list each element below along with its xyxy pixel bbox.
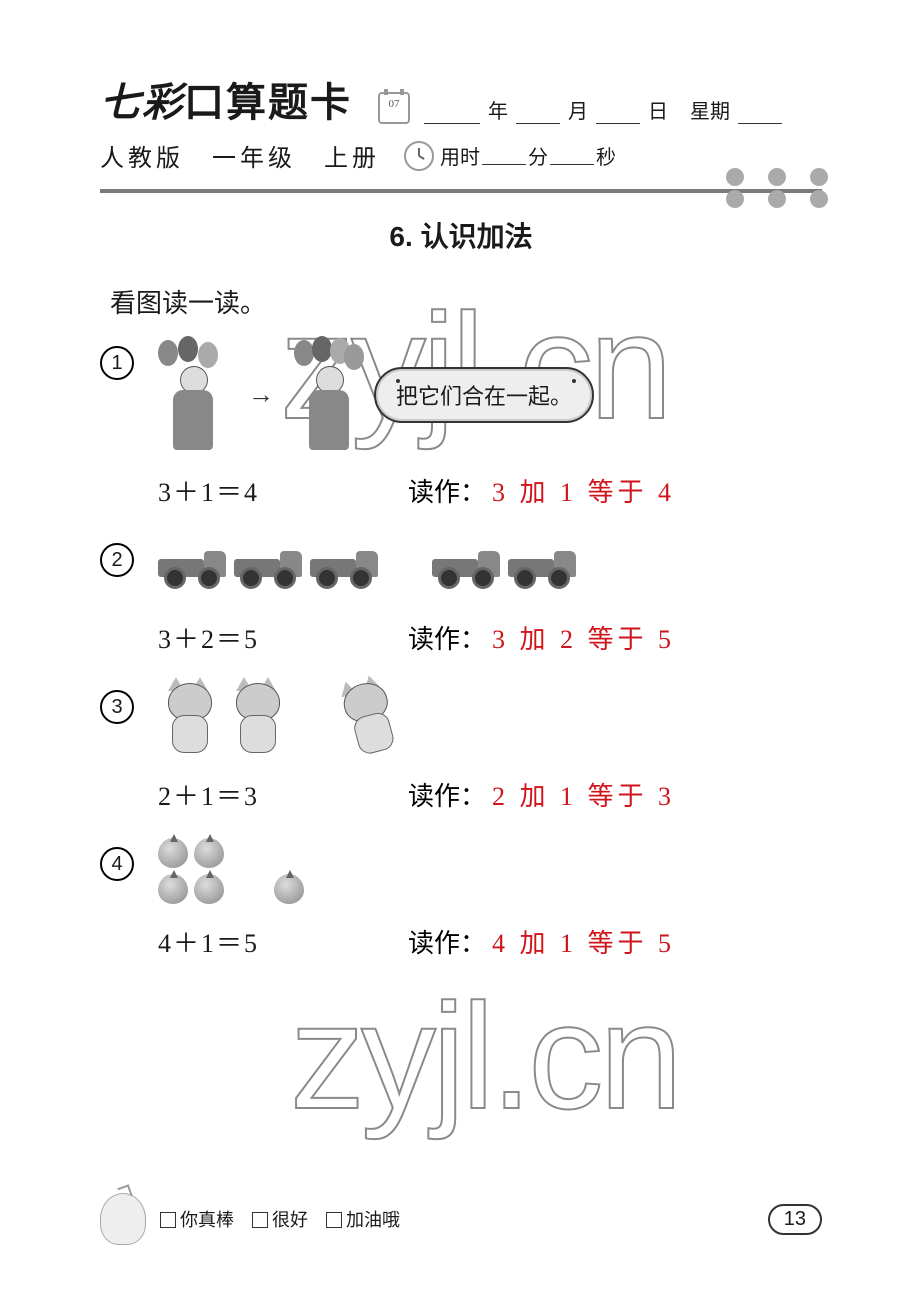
blank-seconds[interactable] bbox=[550, 146, 594, 165]
equation-1: 3＋1＝4 bbox=[158, 472, 408, 509]
peach-icon bbox=[274, 874, 304, 904]
label-time-prefix: 用时 bbox=[440, 141, 480, 170]
truck-icon bbox=[310, 545, 382, 589]
problem-3-image bbox=[158, 674, 822, 764]
blank-minutes[interactable] bbox=[482, 146, 526, 165]
check-option-2[interactable]: 很好 bbox=[252, 1206, 308, 1232]
instruction-text: 看图读一读。 bbox=[110, 283, 822, 320]
answer-3: 2 加 1 等于 3 bbox=[492, 776, 675, 813]
problem-4-image bbox=[158, 831, 822, 911]
brand-prefix: 七彩 bbox=[100, 80, 184, 125]
label-month: 月 bbox=[568, 95, 588, 124]
check-option-3[interactable]: 加油哦 bbox=[326, 1206, 400, 1232]
section-name: 认识加法 bbox=[421, 221, 533, 252]
rating-checks: 你真棒 很好 加油哦 bbox=[160, 1206, 400, 1232]
divider-beads bbox=[726, 168, 828, 208]
cat-icon bbox=[226, 683, 288, 755]
check-option-1[interactable]: 你真棒 bbox=[160, 1206, 234, 1232]
page-footer: 你真棒 很好 加油哦 13 bbox=[100, 1193, 822, 1245]
calendar-icon bbox=[378, 92, 410, 124]
truck-icon bbox=[158, 545, 230, 589]
truck-group-b bbox=[432, 545, 580, 589]
truck-icon bbox=[234, 545, 306, 589]
problem-2-image bbox=[158, 527, 822, 607]
reads-label-1: 读作： bbox=[408, 472, 486, 509]
section-number: 6. bbox=[389, 221, 412, 252]
page-number: 13 bbox=[768, 1204, 822, 1235]
equation-4: 4＋1＝5 bbox=[158, 923, 408, 960]
answer-4: 4 加 1 等于 5 bbox=[492, 923, 675, 960]
header-divider bbox=[100, 189, 822, 193]
brand-main: 口算题卡 bbox=[184, 80, 352, 125]
reads-label-3: 读作： bbox=[408, 776, 486, 813]
brand-title: 七彩口算题卡 bbox=[100, 70, 352, 128]
equation-2: 3＋2＝5 bbox=[158, 619, 408, 656]
reads-label-4: 读作： bbox=[408, 923, 486, 960]
answer-2: 3 加 2 等于 5 bbox=[492, 619, 675, 656]
peach-group-a bbox=[158, 838, 224, 904]
speech-bubble: 把它们合在一起。 bbox=[374, 367, 594, 423]
label-sec: 秒 bbox=[596, 141, 616, 170]
problem-num-4: 4 bbox=[100, 847, 134, 881]
cat-icon bbox=[158, 683, 220, 755]
problem-1: 1 → bbox=[100, 330, 822, 509]
problems-list: 1 → bbox=[100, 330, 822, 960]
label-year: 年 bbox=[488, 95, 508, 124]
date-area: 年 月 日 星期 bbox=[378, 92, 784, 124]
problem-num-3: 3 bbox=[100, 690, 134, 724]
problem-1-image: → 把它们合在一起。 bbox=[158, 330, 822, 460]
clown-icon-b bbox=[294, 340, 364, 450]
peach-icon bbox=[194, 838, 224, 868]
checkbox-icon[interactable] bbox=[252, 1212, 268, 1228]
peach-icon bbox=[194, 874, 224, 904]
cat-group-a bbox=[158, 683, 288, 755]
label-day: 日 bbox=[648, 95, 668, 124]
checkbox-icon[interactable] bbox=[160, 1212, 176, 1228]
checkbox-icon[interactable] bbox=[326, 1212, 342, 1228]
title-row: 七彩口算题卡 年 月 日 星期 bbox=[100, 70, 822, 128]
blank-month[interactable] bbox=[516, 105, 560, 124]
answer-1: 3 加 1 等于 4 bbox=[492, 472, 675, 509]
edition-label: 人教版 一年级 上册 bbox=[100, 138, 380, 173]
clock-icon bbox=[404, 141, 434, 171]
cat-icon bbox=[330, 676, 409, 762]
page-header: 七彩口算题卡 年 月 日 星期 人教版 一年级 上册 用时 分 bbox=[100, 70, 822, 193]
worksheet-page: zyjl.cn zyjl.cn 七彩口算题卡 年 月 日 星期 人教版 一年级 … bbox=[0, 0, 922, 960]
sub-row: 人教版 一年级 上册 用时 分 秒 bbox=[100, 138, 822, 173]
blank-weekday[interactable] bbox=[738, 105, 782, 124]
cat-group-b bbox=[338, 683, 400, 755]
equation-3: 2＋1＝3 bbox=[158, 776, 408, 813]
problem-3: 3 2＋1＝3 读作： 2 加 1 等于 3 bbox=[100, 674, 822, 813]
problem-num-2: 2 bbox=[100, 543, 134, 577]
problem-num-1: 1 bbox=[100, 346, 134, 380]
watermark-2: zyjl.cn bbox=[290, 970, 679, 1143]
label-weekday: 星期 bbox=[690, 95, 730, 124]
arrow-icon: → bbox=[248, 380, 274, 410]
problem-2: 2 3＋2＝5 读作： bbox=[100, 527, 822, 656]
blank-day[interactable] bbox=[596, 105, 640, 124]
peach-icon bbox=[158, 874, 188, 904]
peach-icon bbox=[158, 838, 188, 868]
truck-group-a bbox=[158, 545, 382, 589]
mascot-icon bbox=[100, 1193, 146, 1245]
reads-label-2: 读作： bbox=[408, 619, 486, 656]
truck-icon bbox=[432, 545, 504, 589]
truck-icon bbox=[508, 545, 580, 589]
section-title: 6. 认识加法 bbox=[100, 215, 822, 255]
peach-group-b bbox=[274, 838, 304, 904]
clown-icon-a bbox=[158, 340, 228, 450]
time-area: 用时 分 秒 bbox=[404, 141, 616, 171]
blank-year[interactable] bbox=[424, 105, 480, 124]
label-min: 分 bbox=[528, 141, 548, 170]
problem-4: 4 4＋1＝5 读作： 4 bbox=[100, 831, 822, 960]
